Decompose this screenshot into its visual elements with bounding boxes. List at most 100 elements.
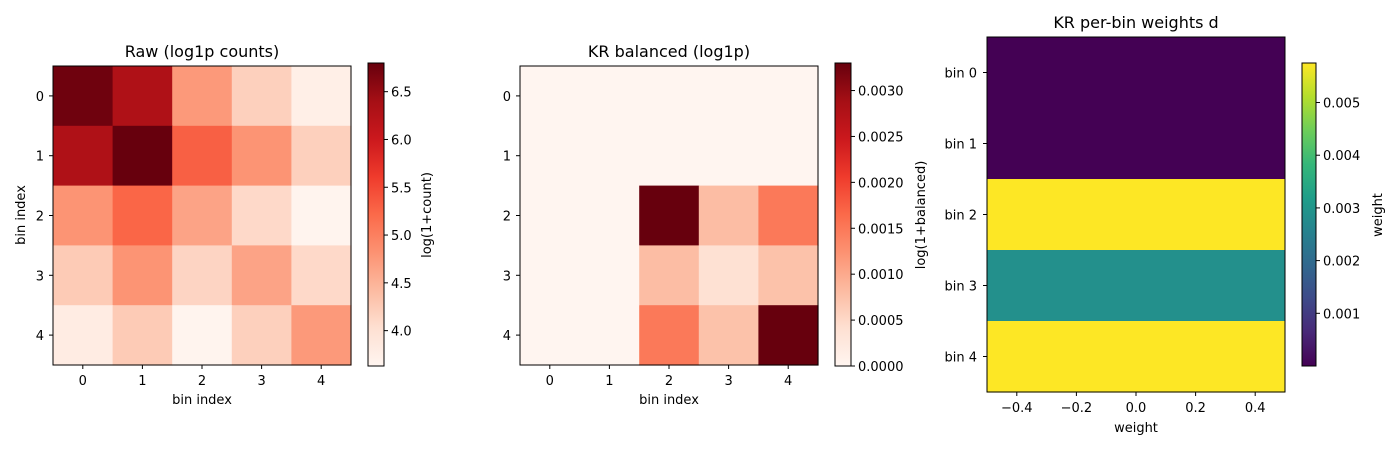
heatmap-cell-r2-c3	[698, 185, 759, 246]
heatmap-cell-r4-c3	[231, 305, 292, 366]
kr-balanced-title: KR balanced (log1p)	[588, 42, 750, 61]
kr-weights-colorbar	[1301, 62, 1317, 367]
heatmap-cell-r3-c0	[520, 245, 581, 306]
heatmap-cell-r2-c1	[579, 185, 640, 246]
heatmap-cell-r0-c2	[639, 66, 700, 127]
heatmap-cell-r3-c4	[291, 245, 352, 306]
kr-balanced-xlabel: bin index	[639, 393, 699, 408]
colorbar-tick-label: 0.004	[1323, 149, 1360, 164]
heatmap-cell-r0-c1	[579, 66, 640, 127]
heatmap-cell-r3-c3	[698, 245, 759, 306]
raw-ylabel: bin index	[14, 185, 29, 245]
raw-x-ticks: 0 1 2 3 4	[79, 365, 325, 389]
y-tick-label: 4	[36, 329, 44, 344]
x-tick-label: 0.2	[1185, 401, 1206, 416]
x-tick-label: 4	[317, 374, 325, 389]
y-tick-label: 1	[36, 150, 44, 165]
y-tick-label: bin 3	[944, 280, 977, 295]
y-tick-label: 1	[503, 150, 511, 165]
y-tick-label: 2	[503, 210, 511, 225]
y-tick-label: 0	[36, 90, 44, 105]
heatmap-cell-r4-c1	[112, 305, 173, 366]
colorbar-tick-label: 0.0000	[858, 360, 904, 375]
heatmap-cell-r0-c4	[291, 66, 352, 127]
y-tick-label: bin 1	[944, 138, 977, 153]
heatmap-cell-r2-c4	[291, 185, 352, 246]
heatmap-cell-r0-c0	[53, 66, 114, 127]
kr-weights-colorbar-label: weight	[1371, 193, 1386, 237]
heatmap-cell-r2-c0	[520, 185, 581, 246]
raw-xlabel: bin index	[172, 393, 232, 408]
kr-balanced-x-ticks: 0 1 2 3 4	[546, 365, 792, 389]
y-tick-label: bin 2	[944, 209, 977, 224]
heatmap-cell-r1-c4	[291, 125, 352, 187]
heatmap-cell-r1-c4	[758, 125, 819, 187]
weight-cell-bin-2	[987, 179, 1285, 251]
x-tick-label: 2	[198, 374, 206, 389]
colorbar-tick-label: 0.002	[1323, 255, 1360, 270]
x-tick-label: 2	[665, 374, 673, 389]
x-tick-label: 3	[257, 374, 265, 389]
weight-cell-bin-1	[987, 108, 1285, 180]
heatmap-cell-r0-c0	[520, 66, 581, 127]
heatmap-cell-r0-c4	[758, 66, 819, 127]
x-tick-label: −0.4	[1001, 401, 1033, 416]
kr-weights-x-ticks: −0.4 −0.2 0.0 0.2 0.4	[1001, 392, 1266, 416]
heatmap-cell-r1-c3	[698, 125, 759, 187]
y-tick-label: 4	[503, 329, 511, 344]
heatmap-cell-r0-c3	[698, 66, 759, 127]
heatmap-cell-r1-c2	[172, 125, 233, 187]
weight-cell-bin-0	[987, 37, 1285, 109]
x-tick-label: 0	[79, 374, 87, 389]
colorbar-tick-label: 0.0015	[858, 222, 904, 237]
heatmap-cell-r2-c0	[53, 185, 114, 246]
raw-colorbar	[367, 62, 385, 367]
heatmap-cell-r3-c0	[53, 245, 114, 306]
heatmap-cell-r1-c1	[112, 125, 173, 187]
colorbar-tick-label: 0.0025	[858, 130, 904, 145]
x-tick-label: 0.4	[1245, 401, 1266, 416]
heatmap-cell-r1-c1	[579, 125, 640, 187]
raw-heatmap-cells	[53, 66, 352, 366]
raw-colorbar-label: log(1+count)	[420, 172, 435, 258]
heatmap-cell-r0-c3	[231, 66, 292, 127]
heatmap-cell-r3-c4	[758, 245, 819, 306]
panel-kr-weights: KR per-bin weights d −0.4 −0.2 0.0 0.2 0.4 b…	[944, 13, 1386, 436]
y-tick-label: 3	[503, 269, 511, 284]
heatmap-cell-r3-c1	[112, 245, 173, 306]
heatmap-cell-r1-c0	[520, 125, 581, 187]
kr-weights-heatmap-cells	[987, 37, 1285, 393]
kr-weights-title: KR per-bin weights d	[1053, 13, 1218, 32]
raw-colorbar-ticks: 4.0 4.5 5.0 5.5 6.0 6.5	[384, 86, 412, 340]
kr-weights-xlabel: weight	[1114, 421, 1158, 436]
colorbar-tick-label: 6.0	[391, 133, 412, 148]
x-tick-label: −0.2	[1061, 401, 1093, 416]
x-tick-label: 4	[784, 374, 792, 389]
x-tick-label: 3	[724, 374, 732, 389]
colorbar-tick-label: 0.0010	[858, 268, 904, 283]
heatmap-cell-r4-c0	[520, 305, 581, 366]
heatmap-cell-r3-c2	[172, 245, 233, 306]
colorbar-tick-label: 4.5	[391, 277, 412, 292]
raw-y-ticks: 0 1 2 3 4	[36, 90, 53, 344]
heatmap-cell-r2-c2	[172, 185, 233, 246]
heatmap-cell-r1-c0	[53, 125, 114, 187]
panel-kr-balanced: KR balanced (log1p) 0 1 2 3 4 0 1 2 3 4 bin inde…	[503, 42, 929, 408]
kr-weights-y-ticks: bin 0 bin 1 bin 2 bin 3 bin 4	[944, 67, 987, 366]
heatmap-cell-r2-c1	[112, 185, 173, 246]
y-tick-label: 0	[503, 90, 511, 105]
heatmap-cell-r2-c2	[639, 185, 700, 246]
heatmap-cell-r1-c2	[639, 125, 700, 187]
y-tick-label: bin 0	[944, 67, 977, 82]
kr-weights-colorbar-ticks: 0.001 0.002 0.003 0.004 0.005	[1316, 97, 1360, 322]
x-tick-label: 0.0	[1126, 401, 1147, 416]
raw-title: Raw (log1p counts)	[125, 42, 280, 61]
colorbar-tick-label: 5.0	[391, 229, 412, 244]
colorbar-tick-label: 6.5	[391, 86, 412, 101]
heatmap-cell-r3-c1	[579, 245, 640, 306]
heatmap-cell-r4-c3	[698, 305, 759, 366]
heatmap-cell-r3-c3	[231, 245, 292, 306]
heatmap-cell-r4-c4	[291, 305, 352, 366]
weight-cell-bin-4	[987, 321, 1285, 393]
